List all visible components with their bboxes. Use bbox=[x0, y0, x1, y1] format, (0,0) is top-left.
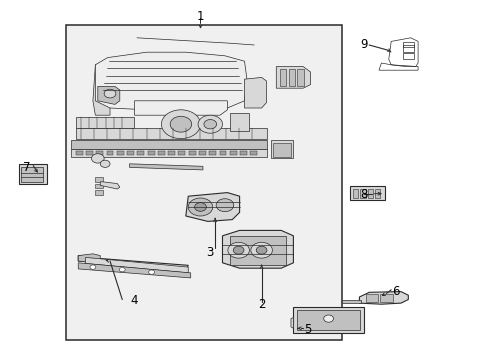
Polygon shape bbox=[100, 182, 120, 189]
Polygon shape bbox=[71, 149, 266, 157]
Bar bbox=[137, 151, 144, 155]
Polygon shape bbox=[359, 292, 407, 304]
Circle shape bbox=[119, 267, 125, 272]
Polygon shape bbox=[76, 117, 134, 128]
Bar bbox=[403, 45, 413, 52]
Circle shape bbox=[256, 246, 266, 254]
Text: 8: 8 bbox=[360, 188, 367, 201]
Bar bbox=[272, 143, 291, 157]
Bar bbox=[352, 189, 358, 198]
Polygon shape bbox=[185, 193, 239, 221]
Bar bbox=[95, 177, 103, 182]
Polygon shape bbox=[95, 52, 246, 110]
Polygon shape bbox=[78, 256, 188, 271]
Bar bbox=[199, 151, 205, 155]
Polygon shape bbox=[129, 164, 203, 170]
Bar bbox=[178, 151, 185, 155]
Bar bbox=[86, 151, 93, 155]
Text: 4: 4 bbox=[130, 294, 138, 307]
Bar bbox=[219, 151, 226, 155]
Bar bbox=[19, 164, 47, 184]
Bar bbox=[106, 151, 113, 155]
Text: 2: 2 bbox=[257, 298, 265, 311]
Circle shape bbox=[203, 120, 216, 129]
Text: 7: 7 bbox=[23, 161, 31, 174]
Circle shape bbox=[227, 242, 249, 258]
Bar bbox=[229, 236, 285, 265]
Bar bbox=[293, 307, 364, 333]
Text: 1: 1 bbox=[196, 10, 204, 23]
Text: 5: 5 bbox=[304, 323, 311, 336]
Bar bbox=[297, 69, 303, 86]
Polygon shape bbox=[276, 67, 310, 88]
Bar bbox=[188, 151, 195, 155]
Bar bbox=[76, 151, 82, 155]
Text: 6: 6 bbox=[391, 285, 399, 298]
Bar bbox=[360, 189, 365, 198]
Polygon shape bbox=[98, 86, 120, 104]
Bar bbox=[21, 167, 43, 182]
Bar bbox=[96, 151, 103, 155]
Text: 9: 9 bbox=[360, 39, 367, 51]
Polygon shape bbox=[76, 128, 266, 139]
Polygon shape bbox=[134, 101, 227, 115]
Bar bbox=[158, 151, 164, 155]
Bar bbox=[288, 69, 294, 86]
Polygon shape bbox=[244, 77, 266, 108]
Polygon shape bbox=[71, 140, 266, 149]
Polygon shape bbox=[85, 257, 188, 273]
Bar bbox=[209, 151, 216, 155]
Bar bbox=[403, 53, 413, 59]
Bar bbox=[168, 151, 175, 155]
Circle shape bbox=[194, 203, 206, 211]
Bar bbox=[240, 151, 246, 155]
Circle shape bbox=[250, 242, 272, 258]
Circle shape bbox=[323, 315, 333, 322]
Bar bbox=[229, 151, 236, 155]
Circle shape bbox=[104, 89, 116, 98]
Circle shape bbox=[170, 116, 191, 132]
Bar bbox=[117, 151, 123, 155]
Bar bbox=[365, 294, 377, 302]
Bar bbox=[380, 294, 392, 302]
Circle shape bbox=[161, 110, 200, 139]
Bar bbox=[147, 151, 154, 155]
Polygon shape bbox=[93, 65, 110, 115]
Bar bbox=[374, 189, 380, 198]
Bar bbox=[127, 151, 134, 155]
Circle shape bbox=[216, 199, 233, 212]
Bar bbox=[403, 42, 413, 47]
Circle shape bbox=[90, 265, 96, 269]
Bar bbox=[279, 69, 285, 86]
Bar bbox=[229, 113, 249, 131]
Bar bbox=[349, 186, 384, 200]
Bar bbox=[271, 140, 293, 158]
Bar bbox=[367, 189, 372, 198]
Polygon shape bbox=[78, 254, 100, 263]
Bar bbox=[250, 151, 257, 155]
Text: 3: 3 bbox=[206, 246, 214, 258]
Bar bbox=[297, 310, 359, 330]
Polygon shape bbox=[342, 300, 360, 303]
Circle shape bbox=[148, 270, 154, 274]
Polygon shape bbox=[78, 263, 190, 278]
Circle shape bbox=[233, 246, 244, 254]
Bar bbox=[66, 25, 342, 340]
Bar bbox=[95, 190, 103, 195]
Polygon shape bbox=[290, 318, 293, 328]
Circle shape bbox=[100, 160, 110, 167]
Circle shape bbox=[188, 198, 212, 216]
Circle shape bbox=[91, 154, 104, 163]
Polygon shape bbox=[222, 230, 293, 268]
Circle shape bbox=[198, 115, 222, 133]
Bar bbox=[95, 184, 103, 188]
